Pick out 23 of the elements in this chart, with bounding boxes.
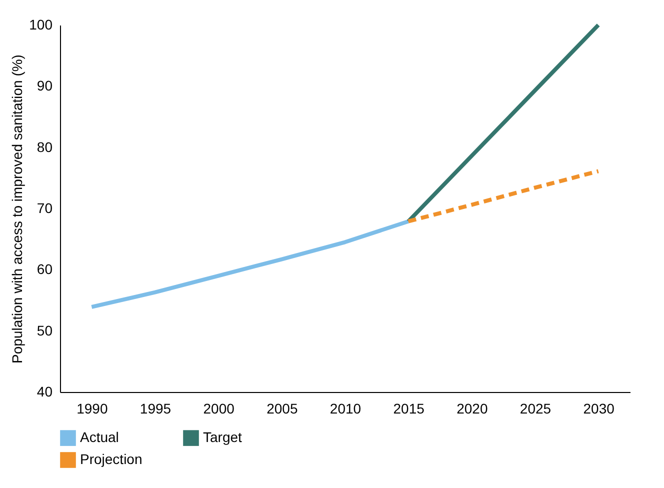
- x-tick-label: 2025: [520, 400, 552, 416]
- x-tick-label: 2020: [456, 400, 488, 416]
- y-axis-title: Population with access to improved sanitation (%): [9, 54, 26, 364]
- x-tick-label: 2030: [583, 400, 615, 416]
- x-tick-label: 2000: [203, 400, 235, 416]
- y-tick-label: 90: [36, 78, 53, 94]
- y-tick-label: 100: [29, 16, 53, 32]
- y-tick-label: 40: [36, 384, 53, 400]
- y-tick-label: 60: [36, 261, 53, 278]
- y-tick-label: 50: [36, 322, 53, 338]
- line-series: [406, 23, 600, 224]
- y-tick-label: 70: [36, 200, 53, 216]
- x-tick-label: 1990: [76, 400, 108, 416]
- x-tick-label: 2010: [330, 400, 362, 416]
- legend-label: Projection: [80, 451, 142, 467]
- legend-label: Target: [203, 429, 242, 446]
- line-series: [406, 169, 600, 224]
- x-tick-label: 2015: [393, 400, 425, 416]
- x-tick-label: 2005: [266, 400, 298, 416]
- y-tick-label: 80: [36, 138, 53, 155]
- line-series: [90, 219, 410, 309]
- legend-label: Actual: [80, 429, 119, 446]
- x-tick-label: 1995: [140, 400, 172, 416]
